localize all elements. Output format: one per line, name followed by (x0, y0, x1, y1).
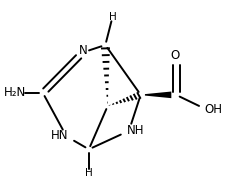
Text: N: N (79, 44, 88, 57)
Text: H: H (85, 168, 93, 178)
Text: NH: NH (127, 124, 145, 137)
Text: H₂N: H₂N (4, 86, 26, 100)
Text: OH: OH (205, 103, 223, 116)
Text: O: O (170, 49, 179, 62)
Text: HN: HN (51, 129, 68, 142)
Text: H: H (109, 12, 116, 22)
Polygon shape (145, 92, 171, 98)
